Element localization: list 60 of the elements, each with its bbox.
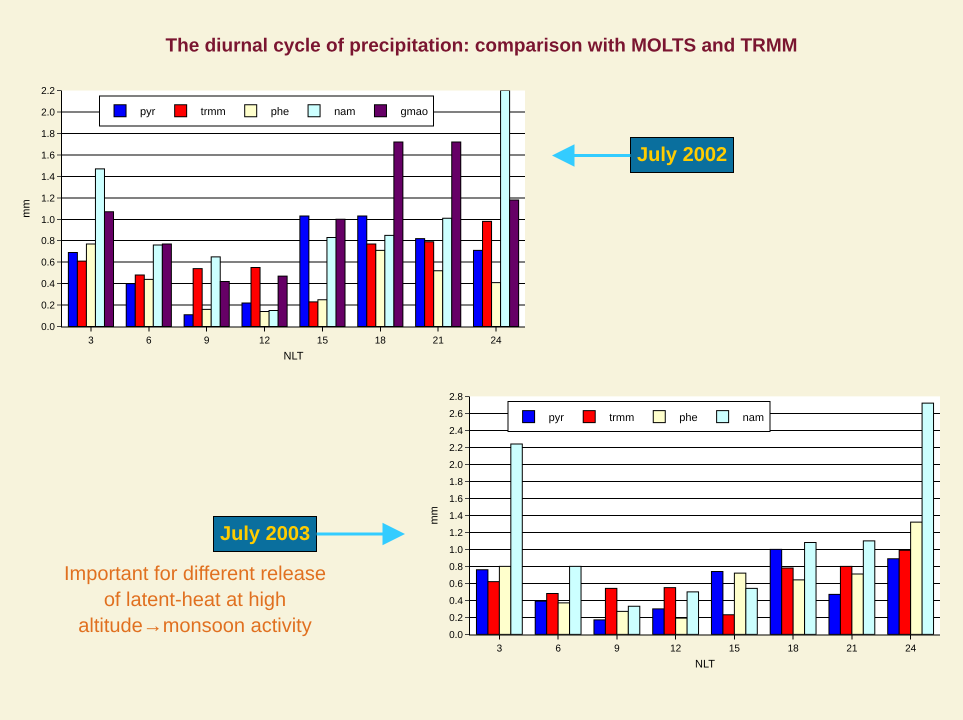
x-tick-label: 12 — [258, 336, 271, 347]
y-tick-label: 1.6 — [449, 494, 464, 505]
x-tick-label: 18 — [374, 336, 386, 347]
y-tick-label: 0.2 — [449, 612, 464, 624]
legend-label: trmm — [609, 412, 634, 424]
x-tick-label: 21 — [846, 643, 858, 654]
x-tick-label: 18 — [788, 643, 800, 654]
legend-label: nam — [742, 412, 764, 424]
y-tick-label: 2.6 — [449, 408, 464, 420]
y-tick-label: 1.8 — [449, 476, 464, 488]
y-tick-label: 2.2 — [41, 86, 56, 98]
y-tick-label: 0.6 — [41, 258, 56, 269]
text: July 2003 — [220, 523, 310, 545]
legend-label: phe — [679, 412, 698, 424]
chart-title: The diurnal cycle of precipitation: comparison with MOLTS and TRMM — [166, 36, 798, 57]
legend-label: nam — [334, 106, 356, 118]
y-tick-label: 2.0 — [449, 460, 464, 471]
x-tick-label: 15 — [316, 336, 328, 347]
x-tick-label: 3 — [88, 336, 94, 347]
y-tick-label: 1.6 — [41, 150, 56, 162]
legend-label: pyr — [140, 106, 156, 118]
x-tick-label: 21 — [432, 336, 444, 347]
y-tick-label: 1.0 — [41, 214, 56, 226]
y-tick-label: 2.0 — [41, 108, 56, 118]
x-tick-label: 9 — [204, 336, 210, 347]
x-tick-label: 9 — [614, 643, 620, 654]
x-tick-label: 6 — [555, 643, 562, 654]
x-tick-label: 24 — [490, 336, 502, 347]
y-tick-label: 1.2 — [449, 528, 464, 539]
y-tick-label: 0.6 — [449, 578, 464, 590]
y-tick-label: 2.2 — [449, 442, 464, 454]
x-axis-title: NLT — [695, 658, 716, 671]
legend-label: gmao — [400, 106, 428, 118]
y-tick-label: 0.8 — [41, 236, 56, 248]
y-tick-label: 1.4 — [449, 510, 464, 522]
y-tick-label: 1.0 — [449, 544, 464, 556]
x-tick-label: 15 — [728, 643, 740, 654]
x-tick-label: 24 — [905, 643, 917, 654]
y-tick-label: 2.8 — [449, 392, 464, 403]
y-tick-label: 1.4 — [41, 172, 56, 183]
legend-label: trmm — [200, 106, 226, 118]
text: July 2002 — [637, 144, 728, 166]
y-tick-label: 0.0 — [41, 322, 56, 334]
x-tick-label: 12 — [670, 643, 682, 654]
x-axis-title: NLT — [284, 350, 304, 363]
legend-label: pyr — [548, 412, 564, 424]
text: Important for different release of latent-heat at high altitude→monsoon activity — [64, 563, 326, 637]
y-tick-label: 0.8 — [449, 562, 464, 573]
y-axis-title: mm — [428, 506, 441, 525]
y-tick-label: 1.2 — [41, 193, 56, 204]
y-tick-label: 0.0 — [449, 630, 464, 641]
y-tick-label: 0.4 — [41, 279, 56, 290]
y-axis-title: mm — [20, 199, 33, 218]
y-tick-label: 2.4 — [449, 426, 464, 437]
y-tick-label: 0.4 — [449, 596, 464, 607]
y-tick-label: 1.8 — [41, 128, 56, 140]
x-tick-label: 3 — [496, 643, 503, 654]
x-tick-label: 6 — [146, 336, 152, 347]
y-tick-label: 0.2 — [41, 300, 56, 312]
legend-label: phe — [270, 106, 290, 118]
